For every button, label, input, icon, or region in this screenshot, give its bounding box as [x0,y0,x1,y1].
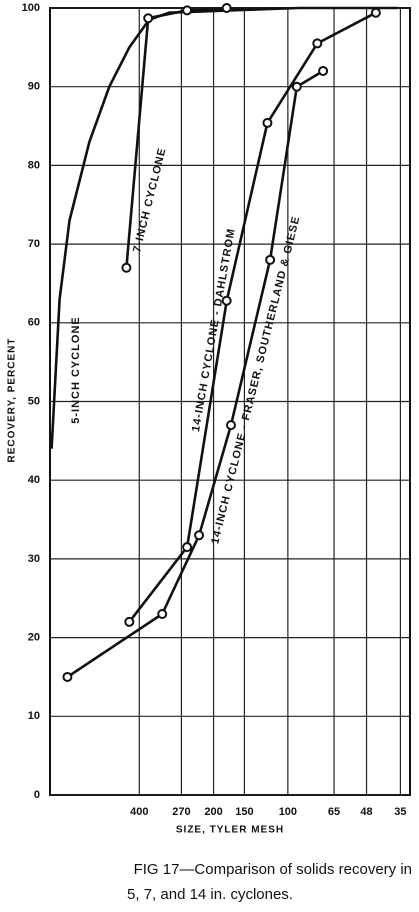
x-tick-label: 100 [279,806,297,818]
y-tick-label: 60 [28,317,40,329]
data-point [312,38,323,49]
data-point [318,65,329,76]
curve-label: 5-INCH CYCLONE [70,316,82,424]
data-point [370,7,381,18]
data-point [225,420,236,431]
data-point [124,616,135,627]
data-point [143,13,154,24]
y-tick-label: 70 [28,238,40,250]
data-point [157,608,168,619]
series-line [50,6,398,449]
series-line [66,69,324,679]
series-line [125,6,227,268]
data-point [221,295,232,306]
y-tick-label: 90 [28,81,40,93]
caption: FIG 17—Comparison of solids recovery in [134,861,412,878]
y-axis-title: RECOVERY, PERCENT [7,338,18,463]
y-tick-label: 30 [28,553,40,565]
x-tick-label: 150 [235,806,253,818]
y-tick-label: 50 [28,395,40,407]
x-tick-label: 35 [394,806,406,818]
series-line [128,11,377,623]
y-tick-label: 0 [34,789,40,801]
y-tick-label: 10 [28,710,40,722]
x-tick-label: 270 [172,806,190,818]
data-point [265,254,276,265]
y-tick-label: 40 [28,474,40,486]
data-point [262,117,273,128]
caption: 5, 7, and 14 in. cyclones. [127,886,293,903]
x-axis-title: SIZE, TYLER MESH [176,825,284,836]
y-tick-label: 100 [22,2,40,14]
x-tick-label: 400 [130,806,148,818]
y-tick-label: 20 [28,632,40,644]
data-point [182,542,193,553]
data-point [121,262,132,273]
y-tick-label: 80 [28,159,40,171]
data-point [62,671,73,682]
data-point [291,81,302,92]
x-tick-label: 65 [328,806,340,818]
x-tick-label: 200 [204,806,222,818]
data-point [182,5,193,16]
data-point [194,530,205,541]
data-point [221,3,232,13]
x-tick-label: 48 [360,806,372,818]
